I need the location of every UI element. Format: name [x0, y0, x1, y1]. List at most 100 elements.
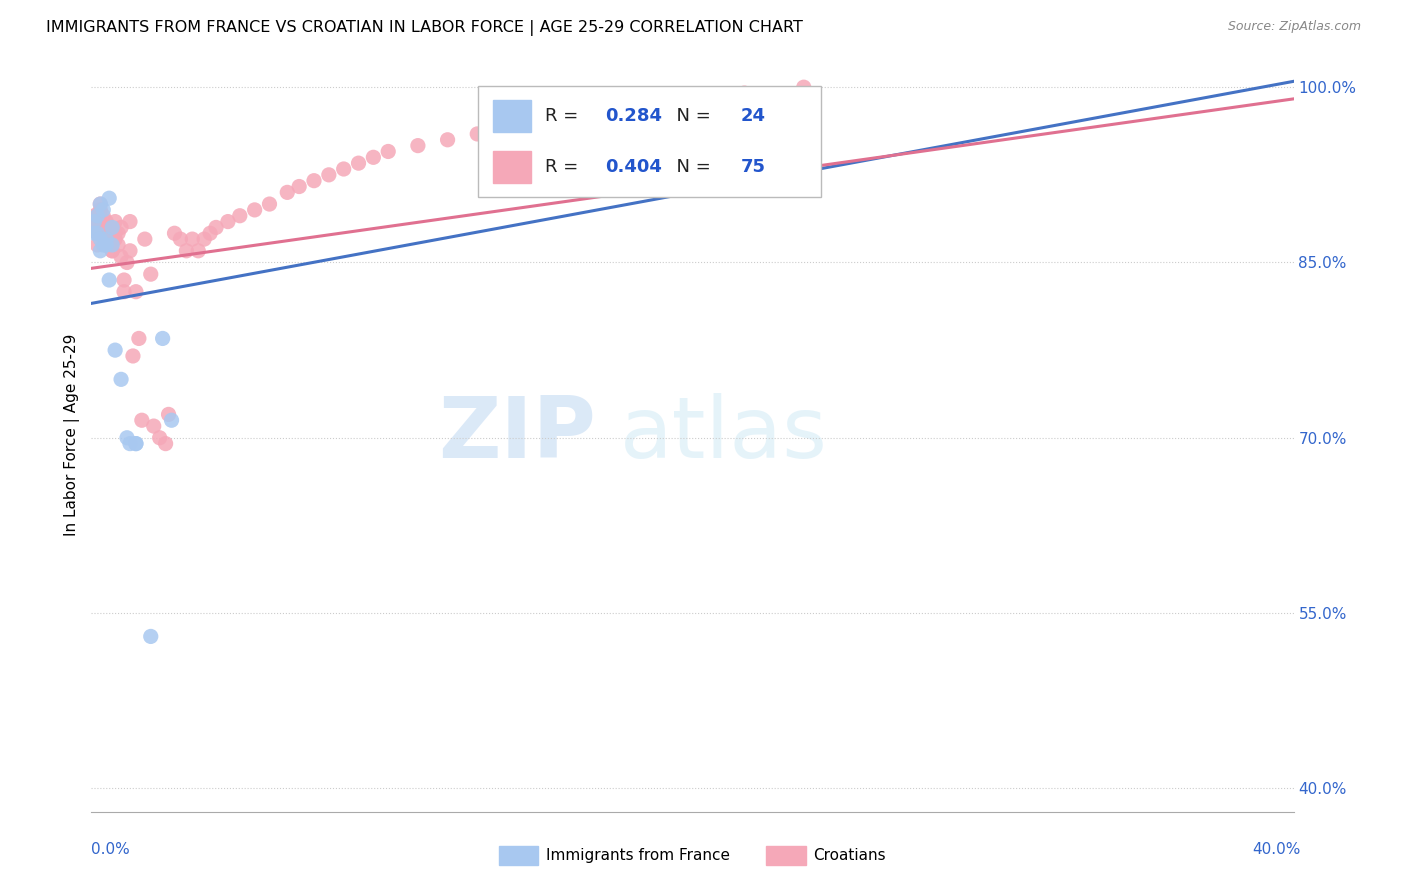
Point: [96, 214, 118, 228]
Point: [96, 227, 118, 241]
Point: [217, 214, 239, 228]
Text: N =: N =: [665, 158, 716, 177]
Point: [526, 115, 548, 129]
Point: [86, 238, 108, 252]
Point: [107, 227, 129, 241]
Point: [104, 214, 127, 228]
Point: [118, 214, 141, 228]
Text: 24: 24: [741, 107, 765, 125]
Point: [89, 244, 111, 258]
Point: [104, 343, 127, 358]
Point: [83, 209, 105, 223]
Point: [496, 121, 519, 136]
Point: [89, 197, 111, 211]
Point: [436, 133, 458, 147]
Point: [205, 220, 228, 235]
Point: [406, 138, 429, 153]
Point: [115, 431, 138, 445]
Point: [83, 220, 105, 235]
Point: [163, 227, 186, 241]
Point: [176, 244, 198, 258]
Point: [118, 436, 141, 450]
Point: [89, 227, 111, 241]
Point: [101, 232, 124, 246]
Point: [91, 220, 114, 235]
Point: [377, 145, 399, 159]
Y-axis label: In Labor Force | Age 25-29: In Labor Force | Age 25-29: [65, 334, 80, 536]
Point: [131, 413, 153, 427]
Text: ZIP: ZIP: [439, 393, 596, 476]
Bar: [494, 100, 531, 132]
Point: [733, 86, 755, 100]
Text: 0.0%: 0.0%: [91, 842, 131, 856]
Text: R =: R =: [544, 158, 583, 177]
Point: [98, 191, 121, 205]
Point: [107, 238, 129, 252]
Point: [91, 202, 114, 217]
Point: [585, 103, 607, 118]
Point: [98, 273, 121, 287]
Point: [673, 92, 696, 106]
Point: [96, 238, 118, 252]
Point: [288, 179, 311, 194]
Text: 0.404: 0.404: [605, 158, 662, 177]
Point: [332, 161, 354, 176]
Text: R =: R =: [544, 107, 583, 125]
Point: [125, 436, 148, 450]
Point: [465, 127, 488, 141]
Point: [110, 250, 132, 264]
Point: [101, 238, 124, 252]
Point: [793, 80, 815, 95]
Point: [96, 238, 118, 252]
Bar: [494, 152, 531, 183]
Point: [110, 220, 132, 235]
Point: [112, 285, 135, 299]
Point: [259, 197, 281, 211]
Text: IMMIGRANTS FROM FRANCE VS CROATIAN IN LABOR FORCE | AGE 25-29 CORRELATION CHART: IMMIGRANTS FROM FRANCE VS CROATIAN IN LA…: [46, 20, 803, 36]
Point: [83, 214, 105, 228]
Point: [91, 209, 114, 223]
Point: [125, 436, 148, 450]
Point: [101, 244, 124, 258]
Point: [125, 285, 148, 299]
Point: [193, 232, 215, 246]
Point: [91, 238, 114, 252]
Text: Croatians: Croatians: [813, 848, 886, 863]
Point: [169, 232, 191, 246]
Point: [139, 629, 162, 643]
Point: [89, 232, 111, 246]
Point: [229, 209, 252, 223]
Text: Source: ZipAtlas.com: Source: ZipAtlas.com: [1227, 20, 1361, 33]
Point: [89, 197, 111, 211]
Text: atlas: atlas: [620, 393, 828, 476]
Text: 75: 75: [741, 158, 765, 177]
Point: [555, 110, 578, 124]
Point: [86, 209, 108, 223]
Point: [96, 232, 118, 246]
Point: [98, 232, 121, 246]
FancyBboxPatch shape: [478, 86, 821, 197]
Point: [91, 227, 114, 241]
Point: [276, 186, 298, 200]
Point: [198, 227, 221, 241]
Text: 40.0%: 40.0%: [1253, 842, 1301, 856]
Point: [128, 331, 150, 345]
Point: [83, 214, 105, 228]
Point: [86, 227, 108, 241]
Point: [115, 255, 138, 269]
Point: [139, 267, 162, 281]
Point: [155, 436, 177, 450]
Point: [347, 156, 370, 170]
Text: Immigrants from France: Immigrants from France: [546, 848, 730, 863]
Point: [110, 372, 132, 386]
Point: [160, 413, 183, 427]
Point: [614, 97, 637, 112]
Point: [86, 227, 108, 241]
Point: [318, 168, 340, 182]
Point: [89, 214, 111, 228]
Point: [104, 227, 127, 241]
Point: [101, 227, 124, 241]
Point: [89, 202, 111, 217]
Point: [142, 419, 165, 434]
Point: [104, 232, 127, 246]
